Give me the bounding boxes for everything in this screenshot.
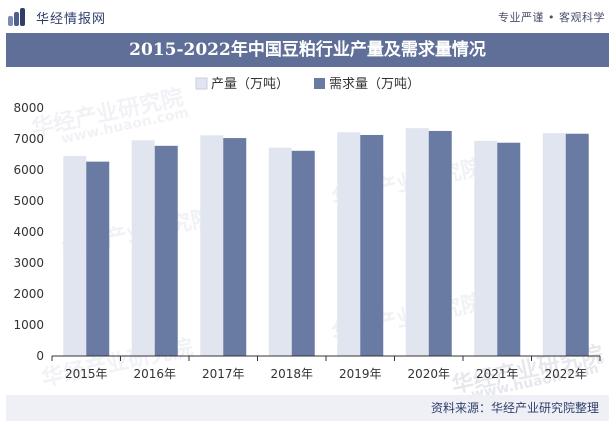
y-tick-label: 0	[36, 349, 44, 363]
y-tick-label: 4000	[13, 225, 44, 239]
x-tick-label: 2020年	[407, 367, 450, 381]
x-tick-label: 2016年	[133, 367, 176, 381]
y-tick-label: 2000	[13, 287, 44, 301]
y-tick-label: 8000	[13, 101, 44, 115]
x-tick-label: 2021年	[476, 367, 519, 381]
tagline: 专业严谨 • 客观科学	[498, 11, 605, 24]
bar-production	[131, 140, 155, 356]
bar-production	[268, 147, 292, 356]
y-tick-label: 1000	[13, 318, 44, 332]
y-axis: 0 1000 2000 3000 4000 5000 6000 7000 8000	[13, 101, 44, 363]
bar-production	[337, 132, 361, 356]
legend-swatch	[195, 77, 208, 90]
x-tick-label: 2019年	[339, 367, 382, 381]
bar-demand	[223, 138, 247, 356]
x-tick-label: 2022年	[544, 367, 587, 381]
legend-swatch	[314, 78, 325, 89]
bar-production	[474, 140, 498, 356]
y-tick-label: 5000	[13, 194, 44, 208]
x-tick-label: 2018年	[270, 367, 313, 381]
bar-production	[63, 156, 87, 356]
bar-demand	[497, 142, 521, 356]
bar-demand	[154, 145, 178, 356]
bar-production	[200, 135, 224, 356]
brand-logo-icon	[8, 8, 30, 26]
x-axis: 2015年 2016年 2017年 2018年 2019年 2020年 2021年 2022年	[51, 355, 601, 381]
chart-title: 2015-2022年中国豆粕行业产量及需求量情况	[129, 40, 486, 60]
y-tick-label: 6000	[13, 163, 44, 177]
bar-production	[405, 128, 429, 356]
brand: 华经情报网	[8, 7, 106, 27]
footer: 资料来源：华经产业研究院整理	[6, 395, 609, 421]
bar-demand	[565, 133, 589, 356]
bar-demand	[428, 130, 452, 356]
bar-production	[542, 133, 566, 356]
title-bar: 2015-2022年中国豆粕行业产量及需求量情况	[6, 33, 609, 67]
y-tick-label: 7000	[13, 132, 44, 146]
x-tick-label: 2017年	[202, 367, 245, 381]
x-tick-label: 2015年	[65, 367, 108, 381]
y-tick-label: 3000	[13, 256, 44, 270]
bar-demand	[360, 134, 384, 356]
brand-name: 华经情报网	[36, 11, 107, 27]
legend-label: 需求量（万吨）	[329, 77, 420, 92]
source-note: 资料来源：华经产业研究院整理	[430, 401, 599, 415]
bars	[63, 128, 589, 356]
bar-demand	[86, 161, 110, 356]
legend-label: 产量（万吨）	[211, 77, 289, 92]
bar-demand	[291, 150, 315, 356]
legend: 产量（万吨） 需求量（万吨）	[195, 77, 420, 92]
top-bar: 华经情报网 专业严谨 • 客观科学	[0, 0, 615, 33]
